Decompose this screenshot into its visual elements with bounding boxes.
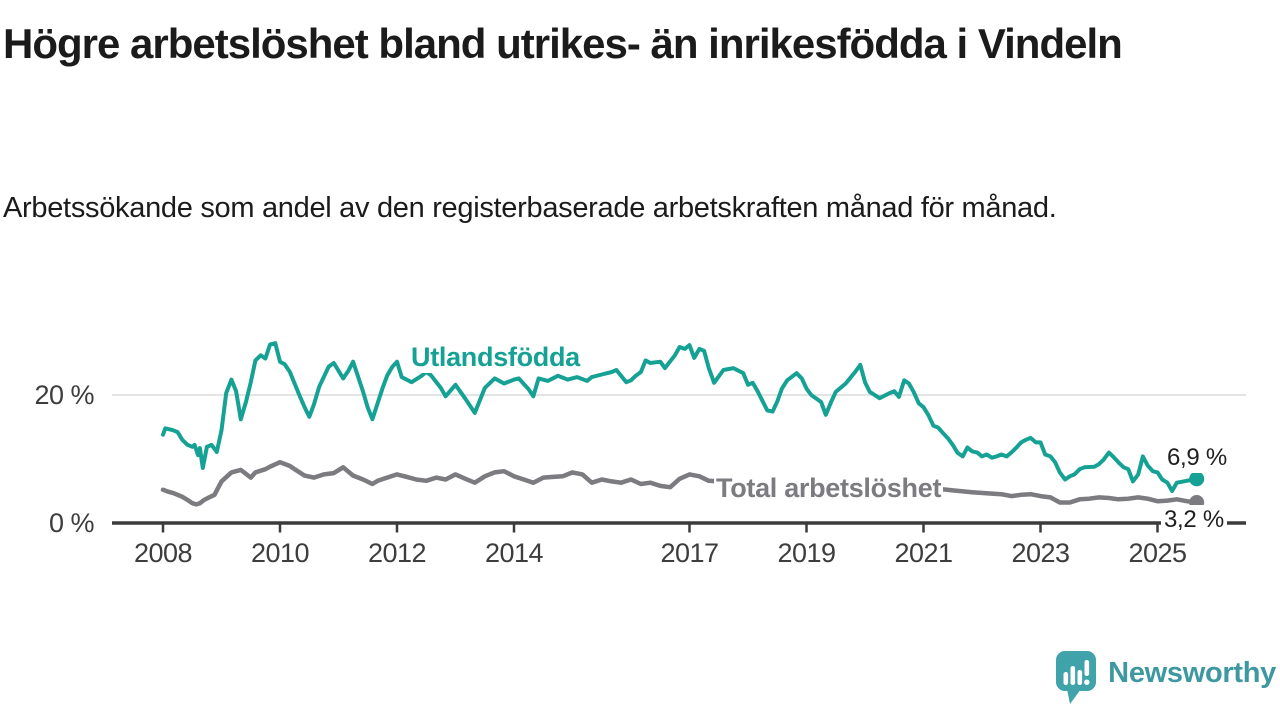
y-tick-label: 20 % [34,380,94,410]
x-tick-label: 2014 [484,538,544,568]
x-tick-label: 2019 [777,538,836,568]
page-title: Högre arbetslöshet bland utrikes- än inr… [3,20,1123,67]
x-tick-label: 2025 [1128,538,1187,568]
x-tick-label: 2010 [250,538,310,568]
bar-chart-glyph [1063,660,1090,685]
newsworthy-logo-icon [1056,651,1097,704]
y-tick-label: 0 % [48,508,95,538]
page-subtitle: Arbetssökande som andel av den registerb… [3,192,1057,224]
x-tick-label: 2023 [1011,538,1070,568]
newsworthy-logo-text: Newsworthy [1108,656,1276,689]
x-tick-label: 2012 [367,538,427,568]
x-axis-ticks [161,524,1159,533]
end-value-label-utlandsfodda: 6,9 % [1164,443,1230,473]
series-label-total-arbetsloshet: Total arbetslöshet [714,473,944,504]
series-line-total-arbetsloshet [160,459,1199,507]
x-tick-label: 2008 [133,538,193,568]
series-label-utlandsfodda: Utlandsfödda [409,342,582,373]
newsworthy-logo: Newsworthy [1053,648,1276,706]
series-line-utlandsfodda [161,341,1199,493]
end-value-label-total-arbetsloshet: 3,2 % [1161,505,1227,535]
series-endpoint-dot-utlandsfodda [1189,471,1205,487]
x-tick-label: 2017 [660,538,719,568]
x-tick-label: 2021 [894,538,953,568]
